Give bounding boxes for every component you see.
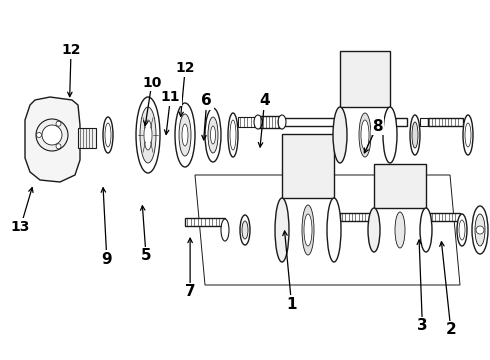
- Circle shape: [36, 119, 68, 151]
- Circle shape: [476, 226, 484, 234]
- Ellipse shape: [228, 113, 238, 157]
- Text: 10: 10: [142, 76, 162, 90]
- Ellipse shape: [475, 214, 485, 246]
- Text: 1: 1: [286, 297, 297, 312]
- Circle shape: [56, 121, 61, 126]
- Ellipse shape: [465, 123, 471, 147]
- Ellipse shape: [327, 198, 341, 262]
- Ellipse shape: [459, 220, 465, 240]
- Text: 6: 6: [201, 93, 212, 108]
- Circle shape: [42, 125, 62, 145]
- Ellipse shape: [361, 120, 369, 150]
- Bar: [340, 51, 390, 107]
- Ellipse shape: [182, 124, 188, 146]
- Circle shape: [36, 132, 42, 138]
- Ellipse shape: [383, 107, 397, 163]
- Text: 9: 9: [101, 252, 112, 267]
- Ellipse shape: [333, 107, 347, 163]
- Ellipse shape: [472, 206, 488, 254]
- Text: 3: 3: [417, 318, 428, 333]
- Ellipse shape: [463, 115, 473, 155]
- Ellipse shape: [136, 97, 160, 173]
- Bar: [395, 118, 407, 126]
- Ellipse shape: [359, 113, 371, 157]
- Ellipse shape: [395, 212, 405, 248]
- Text: 4: 4: [259, 93, 270, 108]
- Bar: [430, 213, 460, 221]
- Ellipse shape: [208, 117, 218, 153]
- Ellipse shape: [420, 208, 432, 252]
- Ellipse shape: [221, 219, 229, 241]
- Bar: [283, 118, 343, 126]
- Ellipse shape: [211, 126, 216, 144]
- Ellipse shape: [240, 215, 250, 245]
- Ellipse shape: [254, 115, 262, 129]
- Bar: [78, 128, 96, 148]
- Bar: [340, 213, 370, 221]
- Text: 11: 11: [161, 90, 180, 104]
- Bar: [238, 117, 258, 127]
- Ellipse shape: [205, 108, 221, 162]
- Ellipse shape: [412, 122, 418, 148]
- Ellipse shape: [278, 115, 286, 129]
- Ellipse shape: [105, 123, 111, 147]
- Ellipse shape: [140, 107, 156, 163]
- Text: 13: 13: [11, 220, 30, 234]
- Ellipse shape: [179, 114, 191, 156]
- Text: 12: 12: [175, 62, 195, 75]
- Circle shape: [56, 144, 61, 149]
- Ellipse shape: [242, 221, 248, 239]
- Ellipse shape: [230, 120, 236, 150]
- Bar: [374, 164, 426, 208]
- Text: 8: 8: [372, 118, 383, 134]
- Bar: [185, 218, 225, 226]
- Ellipse shape: [368, 208, 380, 252]
- Ellipse shape: [410, 115, 420, 155]
- Text: 7: 7: [185, 284, 196, 299]
- Ellipse shape: [457, 214, 467, 246]
- Text: 2: 2: [445, 322, 456, 337]
- Bar: [258, 116, 282, 128]
- Ellipse shape: [175, 103, 195, 167]
- Ellipse shape: [302, 205, 314, 255]
- Ellipse shape: [304, 214, 312, 246]
- Ellipse shape: [275, 198, 289, 262]
- Ellipse shape: [103, 117, 113, 153]
- Bar: [282, 134, 334, 198]
- Bar: [428, 118, 463, 126]
- Polygon shape: [25, 97, 80, 182]
- Text: 12: 12: [61, 44, 81, 57]
- Ellipse shape: [144, 120, 152, 150]
- Text: 5: 5: [141, 248, 151, 263]
- Bar: [420, 118, 428, 126]
